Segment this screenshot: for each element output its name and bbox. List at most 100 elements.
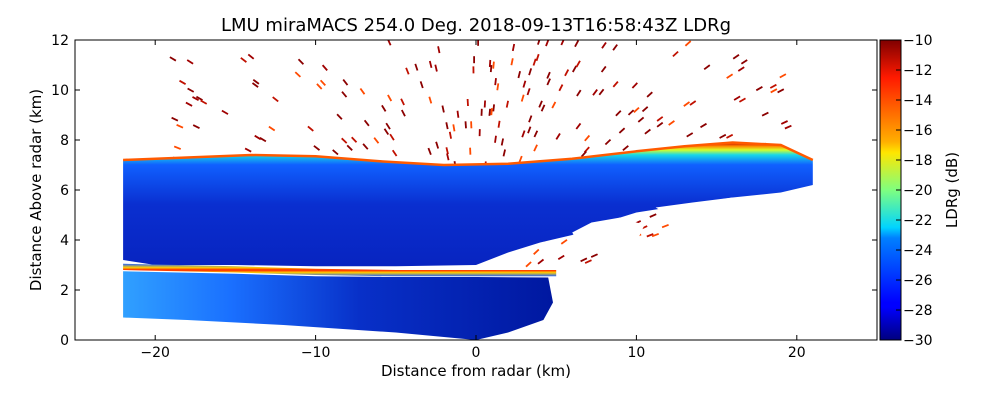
clutter-point (385, 122, 391, 130)
clutter-point (780, 120, 788, 125)
clutter-point (631, 82, 638, 89)
clutter-point (656, 116, 664, 122)
clutter-point (195, 95, 203, 101)
clutter-point (307, 125, 314, 132)
clutter-point (192, 96, 200, 101)
clutter-point (494, 77, 497, 86)
clutter-point (646, 233, 654, 238)
clutter-point (244, 147, 252, 153)
clutter-point (575, 60, 581, 68)
y-tick-label: 6 (60, 183, 69, 199)
clutter-point (389, 133, 395, 141)
clutter-point (336, 113, 343, 120)
clutter-point (387, 40, 392, 46)
clutter-point (532, 58, 537, 66)
x-tick-label: 10 (627, 345, 645, 361)
clutter-point (362, 143, 369, 150)
clutter-point (560, 239, 568, 245)
y-tick-label: 2 (60, 283, 69, 299)
clutter-point (428, 60, 433, 69)
clutter-point (672, 50, 679, 58)
clutter-point (316, 83, 323, 90)
clutter-point (726, 73, 734, 79)
clutter-point (464, 121, 467, 129)
clutter-point (387, 94, 393, 102)
colorbar-tick-label: −14 (903, 93, 933, 109)
melting-layer (123, 263, 557, 277)
colorbar-tick-label: −18 (903, 153, 933, 169)
clutter-point (726, 133, 734, 139)
clutter-point (651, 232, 660, 238)
y-tick-label: 0 (60, 333, 69, 349)
clutter-point (427, 147, 432, 156)
clutter-point (580, 257, 588, 263)
clutter-point (537, 40, 541, 45)
clutter-point (176, 123, 184, 129)
clutter-point (492, 104, 495, 112)
clutter-point (684, 40, 692, 47)
clutter-point (526, 88, 531, 96)
clutter-point (490, 108, 493, 116)
clutter-point (546, 78, 551, 86)
clutter-point (520, 94, 525, 102)
clutter-point (510, 58, 514, 66)
main-cloud-body (123, 142, 813, 267)
clutter-point (414, 63, 419, 71)
clutter-point (419, 81, 424, 89)
clutter-point (332, 149, 339, 156)
colorbar-ticks: −30 −28 −26 −24 −22 −20 −18 −16 −14 −12 −10 (896, 33, 933, 349)
clutter-point (489, 65, 493, 73)
y-axis-ticks: 0 2 4 6 8 10 12 (51, 33, 877, 349)
clutter-point (179, 79, 187, 85)
clutter-point (341, 91, 348, 98)
clutter-point (719, 133, 727, 139)
clutter-point (494, 135, 497, 143)
clutter-point (779, 73, 787, 79)
x-axis-ticks: −20 −10 0 10 20 (140, 40, 806, 361)
clutter-point (200, 99, 208, 105)
clutter-point (686, 132, 694, 138)
clutter-point (689, 100, 697, 106)
clutter-point (533, 248, 540, 255)
clutter-point (434, 64, 438, 72)
clutter-point (268, 125, 276, 132)
colorbar-tick-label: −28 (903, 303, 933, 319)
clutter-point (521, 130, 526, 138)
clutter-point (769, 83, 777, 89)
clutter-point (761, 111, 769, 117)
x-tick-label: −10 (301, 345, 331, 361)
clutter-point (254, 134, 262, 141)
clutter-point (500, 138, 504, 146)
clutter-point (445, 122, 449, 130)
clutter-point (615, 110, 622, 117)
clutter-point (527, 126, 532, 134)
clutter-point (437, 46, 441, 54)
clutter-point (496, 83, 500, 91)
y-tick-label: 10 (51, 83, 69, 99)
clutter-point (538, 100, 543, 108)
clutter-point (737, 66, 745, 72)
clutter-point (641, 106, 649, 113)
clutter-point (492, 61, 495, 69)
x-axis-label: Distance from radar (km) (381, 362, 571, 380)
clutter-point (777, 88, 785, 94)
colorbar-tick-label: −10 (903, 33, 933, 49)
y-axis-label: Distance Above radar (km) (27, 89, 45, 291)
clutter-point (359, 87, 366, 95)
clutter-point (185, 101, 193, 107)
clutter-point (600, 65, 607, 73)
x-tick-label: 0 (472, 345, 481, 361)
clutter-point (251, 82, 259, 88)
clutter-point (502, 149, 506, 157)
clutter-point (646, 91, 653, 98)
clutter-point (584, 134, 591, 142)
clutter-point (580, 150, 587, 158)
clutter-point (703, 64, 711, 71)
clutter-point (612, 44, 618, 51)
clutter-point (528, 68, 533, 76)
clutter-point (622, 145, 629, 151)
clutter-point (341, 137, 348, 144)
clutter-point (294, 71, 302, 78)
clutter-point (247, 53, 255, 60)
clutter-point (240, 57, 247, 63)
